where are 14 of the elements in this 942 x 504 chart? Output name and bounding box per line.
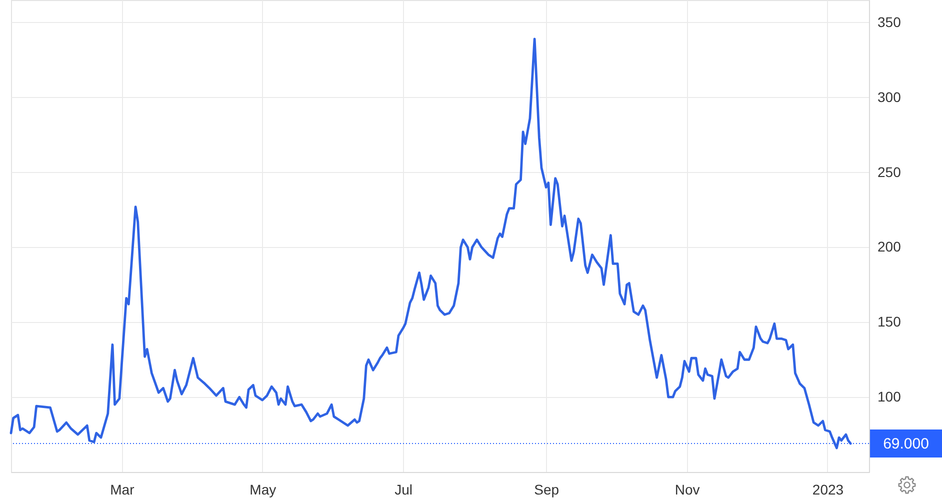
y-tick-label: 300 bbox=[878, 88, 902, 105]
x-tick-label: Mar bbox=[110, 482, 135, 498]
y-tick-label: 150 bbox=[878, 314, 902, 330]
x-tick-label: Jul bbox=[394, 482, 413, 498]
y-tick-label: 100 bbox=[878, 388, 902, 405]
x-tick-label: Sep bbox=[534, 482, 560, 498]
y-tick-label: 350 bbox=[878, 14, 902, 30]
x-tick-label: Nov bbox=[674, 482, 700, 498]
y-tick-label: 200 bbox=[878, 238, 902, 255]
line-series bbox=[10, 38, 852, 450]
ref-line-label: 69.000 bbox=[883, 436, 929, 453]
y-tick-label: 250 bbox=[878, 164, 902, 180]
x-tick-label: May bbox=[250, 482, 276, 498]
x-tick-label: 2023 bbox=[812, 482, 844, 498]
